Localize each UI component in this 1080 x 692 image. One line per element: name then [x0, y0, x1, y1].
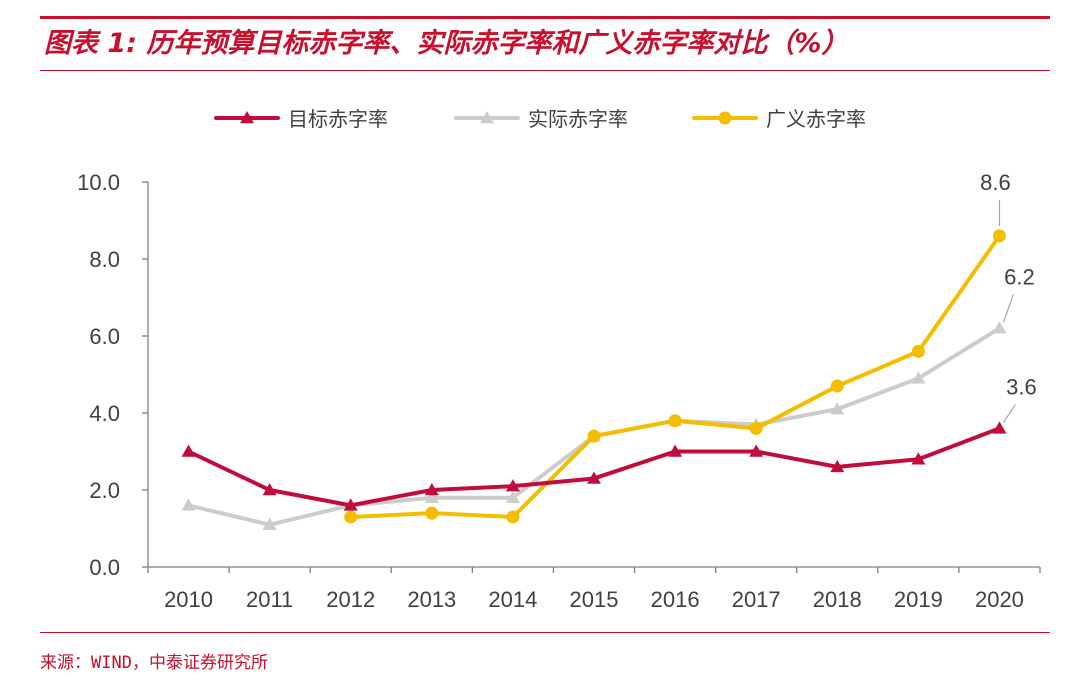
- data-point-series-2: [911, 344, 925, 358]
- data-point-series-2: [506, 510, 520, 524]
- legend-label-1: 实际赤字率: [528, 107, 628, 131]
- legend-label-2: 广义赤字率: [766, 107, 866, 131]
- data-label: 8.6: [980, 170, 1011, 195]
- x-tick-label: 2010: [164, 587, 213, 612]
- legend-marker-0: [240, 111, 254, 124]
- data-point-series-0: [749, 444, 764, 457]
- data-label: 3.6: [1006, 374, 1037, 399]
- x-tick-label: 2020: [975, 587, 1024, 612]
- annotation-leader: [1002, 404, 1016, 423]
- data-point-series-1: [181, 498, 196, 511]
- title-bottom-rule: [40, 70, 1050, 71]
- source-note: 来源：WIND，中泰证券研究所: [40, 653, 268, 673]
- x-tick-label: 2018: [813, 587, 862, 612]
- title-top-rule: [40, 16, 1050, 19]
- data-point-series-0: [262, 483, 277, 496]
- data-point-series-1: [424, 490, 439, 503]
- annotation-leader: [1002, 294, 1015, 323]
- data-point-series-0: [505, 479, 520, 492]
- data-point-series-2: [587, 429, 601, 443]
- y-tick-label: 2.0: [89, 478, 120, 503]
- line-chart: 0.0 2.0 4.0 6.0 8.0 10.0 2010 2011 2012 2013 2014 2…: [77, 107, 1041, 612]
- data-point-series-2: [344, 510, 358, 524]
- y-tick-label: 10.0: [77, 170, 120, 195]
- data-point-series-1: [992, 321, 1007, 334]
- y-tick-label: 0.0: [89, 555, 120, 580]
- y-tick-label: 6.0: [89, 324, 120, 349]
- data-point-series-2: [668, 414, 682, 428]
- data-point-series-0: [181, 444, 196, 457]
- data-point-series-2: [992, 229, 1006, 243]
- data-point-series-2: [425, 506, 439, 520]
- legend-marker-1: [480, 111, 494, 124]
- x-tick-label: 2019: [894, 587, 943, 612]
- series-line-2: [348, 233, 1002, 519]
- data-point-series-0: [424, 483, 439, 496]
- data-point-series-1: [830, 402, 845, 415]
- data-point-series-0: [343, 498, 358, 511]
- data-point-series-0: [668, 444, 683, 457]
- data-point-series-0: [830, 459, 845, 473]
- series-line-1: [186, 326, 1002, 527]
- legend-label-0: 目标赤字率: [288, 107, 388, 131]
- footer-rule: [40, 632, 1050, 633]
- x-tick-label: 2011: [246, 587, 293, 612]
- y-tick-label: 8.0: [89, 247, 120, 272]
- data-point-series-2: [830, 379, 844, 393]
- y-tick-label: 4.0: [89, 401, 120, 426]
- data-point-series-1: [505, 490, 520, 503]
- data-point-series-2: [749, 421, 763, 435]
- x-tick-label: 2017: [732, 587, 781, 612]
- x-tick-label: 2013: [407, 587, 456, 612]
- x-tick-label: 2014: [488, 587, 537, 612]
- x-tick-label: 2012: [326, 587, 375, 612]
- data-point-series-0: [587, 471, 601, 484]
- data-point-series-1: [262, 517, 277, 530]
- figure-title: 图表 1: 历年预算目标赤字率、实际赤字率和广义赤字率对比（%）: [44, 28, 849, 59]
- data-point-series-1: [911, 371, 926, 384]
- data-label: 6.2: [1004, 264, 1035, 289]
- x-tick-label: 2015: [570, 587, 619, 612]
- legend-marker-2: [718, 111, 732, 125]
- data-point-series-0: [911, 452, 926, 465]
- x-tick-label: 2016: [651, 587, 700, 612]
- data-point-series-0: [992, 421, 1007, 434]
